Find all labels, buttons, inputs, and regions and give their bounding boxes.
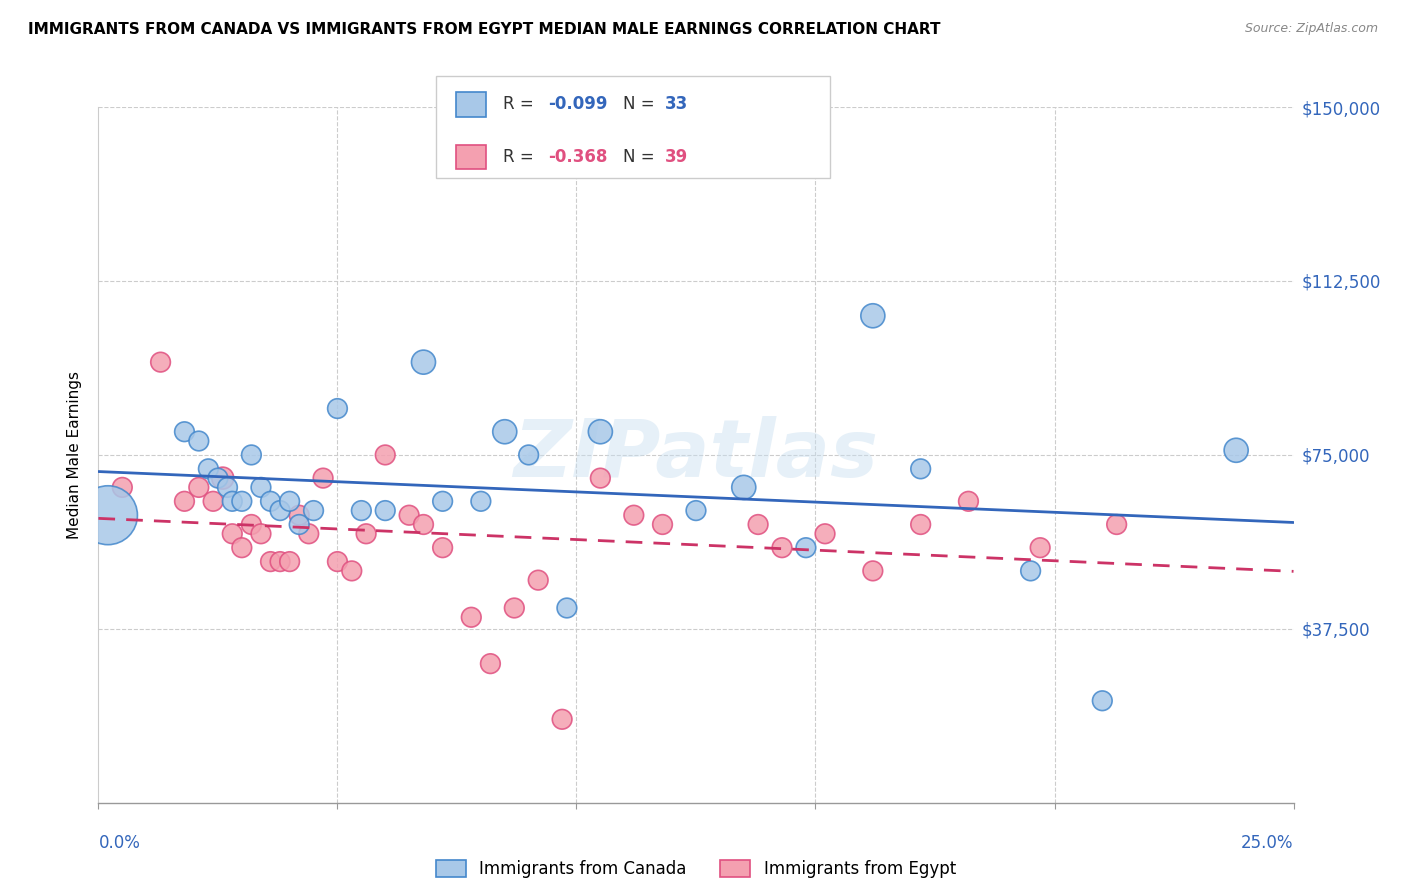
Point — [173, 494, 195, 508]
Point — [173, 425, 195, 439]
Text: R =: R = — [503, 95, 540, 113]
Point — [240, 448, 263, 462]
Point — [1091, 694, 1114, 708]
Point — [623, 508, 645, 523]
Point — [651, 517, 673, 532]
Point — [503, 601, 526, 615]
Point — [221, 526, 243, 541]
Point — [240, 517, 263, 532]
Point — [302, 503, 325, 517]
Point — [460, 610, 482, 624]
Point — [197, 462, 219, 476]
Point — [340, 564, 363, 578]
Point — [312, 471, 335, 485]
Text: 39: 39 — [665, 148, 689, 166]
Point — [326, 401, 349, 416]
Text: 33: 33 — [665, 95, 689, 113]
Point — [326, 555, 349, 569]
Point — [269, 503, 291, 517]
Point — [374, 448, 396, 462]
Point — [354, 526, 377, 541]
Point — [470, 494, 492, 508]
Point — [910, 517, 932, 532]
Point — [1105, 517, 1128, 532]
Point — [412, 355, 434, 369]
Point — [862, 564, 884, 578]
Point — [814, 526, 837, 541]
Point — [517, 448, 540, 462]
Point — [207, 471, 229, 485]
Point — [374, 503, 396, 517]
Text: Source: ZipAtlas.com: Source: ZipAtlas.com — [1244, 22, 1378, 36]
Point — [202, 494, 225, 508]
Text: -0.099: -0.099 — [548, 95, 607, 113]
Point — [250, 480, 273, 494]
Point — [733, 480, 755, 494]
Point — [794, 541, 817, 555]
Point — [278, 555, 301, 569]
Point — [555, 601, 578, 615]
Point — [412, 517, 434, 532]
Point — [770, 541, 793, 555]
Point — [685, 503, 707, 517]
Point — [211, 471, 233, 485]
Point — [259, 494, 281, 508]
Point — [217, 480, 239, 494]
Point — [278, 494, 301, 508]
Point — [1225, 443, 1247, 458]
Point — [288, 517, 311, 532]
Text: 25.0%: 25.0% — [1241, 834, 1294, 852]
Point — [494, 425, 516, 439]
Point — [589, 471, 612, 485]
Point — [910, 462, 932, 476]
Point — [1019, 564, 1042, 578]
Point — [1029, 541, 1052, 555]
Point — [527, 573, 550, 587]
Point — [288, 508, 311, 523]
Point — [97, 508, 120, 523]
Legend: Immigrants from Canada, Immigrants from Egypt: Immigrants from Canada, Immigrants from … — [429, 854, 963, 885]
Point — [479, 657, 502, 671]
Point — [350, 503, 373, 517]
Text: ZIPatlas: ZIPatlas — [513, 416, 879, 494]
Point — [298, 526, 321, 541]
Point — [231, 541, 253, 555]
Point — [187, 434, 209, 448]
Point — [187, 480, 209, 494]
Point — [957, 494, 980, 508]
Point — [862, 309, 884, 323]
Text: N =: N = — [623, 148, 659, 166]
Point — [149, 355, 172, 369]
Text: N =: N = — [623, 95, 659, 113]
Point — [269, 555, 291, 569]
Point — [589, 425, 612, 439]
Text: -0.368: -0.368 — [548, 148, 607, 166]
Text: 0.0%: 0.0% — [98, 834, 141, 852]
Point — [111, 480, 134, 494]
Point — [432, 494, 454, 508]
Text: IMMIGRANTS FROM CANADA VS IMMIGRANTS FROM EGYPT MEDIAN MALE EARNINGS CORRELATION: IMMIGRANTS FROM CANADA VS IMMIGRANTS FRO… — [28, 22, 941, 37]
Point — [221, 494, 243, 508]
Y-axis label: Median Male Earnings: Median Male Earnings — [67, 371, 83, 539]
Point — [747, 517, 769, 532]
Point — [259, 555, 281, 569]
Point — [231, 494, 253, 508]
Point — [551, 712, 574, 726]
Point — [432, 541, 454, 555]
Point — [250, 526, 273, 541]
Point — [398, 508, 420, 523]
Text: R =: R = — [503, 148, 540, 166]
